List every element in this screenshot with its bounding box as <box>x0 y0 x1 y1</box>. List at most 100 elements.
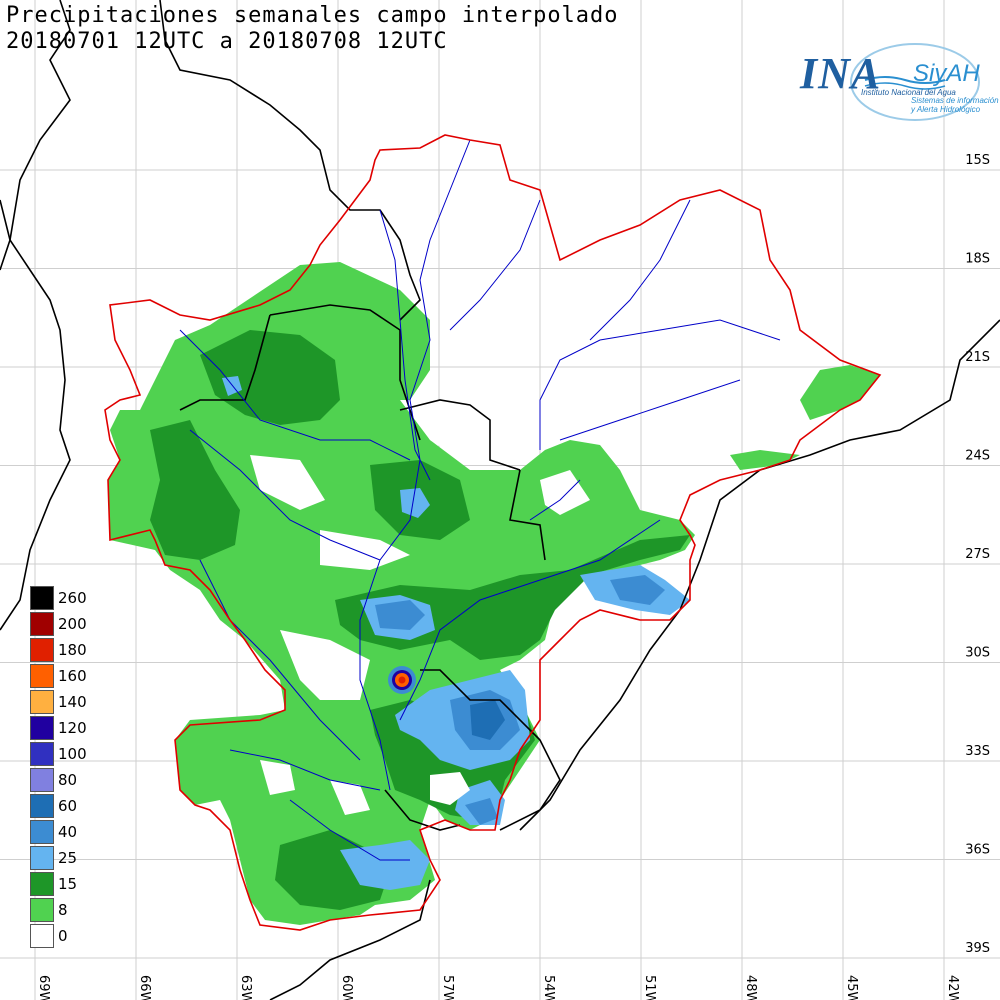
legend-swatch <box>30 872 54 896</box>
legend-swatch <box>30 690 54 714</box>
river-bermejo <box>189 429 381 561</box>
dry-area-6 <box>330 780 370 815</box>
border-line-7 <box>0 199 11 271</box>
rain-area-40mm-3 <box>375 600 425 630</box>
river-iguazu <box>529 479 581 521</box>
rain-area-25mm-5 <box>400 488 430 518</box>
legend-item: 160 <box>30 664 100 690</box>
legend-swatch <box>30 742 54 766</box>
river-north-2 <box>449 199 541 331</box>
legend-label: 80 <box>58 771 78 789</box>
dry-area-2 <box>320 530 410 570</box>
logo-tagline-2: y Alerta Hidrológico <box>911 105 981 114</box>
latitude-label: 33S <box>965 744 990 759</box>
legend-swatch <box>30 924 54 948</box>
legend-label: 180 <box>58 641 87 659</box>
legend-item: 200 <box>30 612 100 638</box>
map-period: 20180701 12UTC a 20180708 12UTC <box>6 29 448 54</box>
border-line-2 <box>269 304 421 441</box>
longitude-label: 60W <box>339 975 354 1000</box>
rain-area-40mm-2 <box>610 575 665 605</box>
longitude-label: 51W <box>642 975 657 1000</box>
legend-item: 140 <box>30 690 100 716</box>
logo-tagline-1: Sistemas de información <box>911 96 999 105</box>
legend-label: 0 <box>58 927 68 945</box>
river-paranaiba <box>589 199 691 341</box>
legend-label: 15 <box>58 875 78 893</box>
legend-label: 200 <box>58 615 87 633</box>
rain-area-60mm <box>470 700 505 740</box>
legend-label: 140 <box>58 693 87 711</box>
legend-label: 8 <box>58 901 68 919</box>
legend-item: 25 <box>30 846 100 872</box>
rain-hotspot-core <box>398 676 406 684</box>
rio-de-la-plata <box>384 789 461 831</box>
legend-swatch <box>30 612 54 636</box>
river-salado <box>199 559 361 761</box>
dry-area-1 <box>250 455 325 510</box>
rivers <box>179 139 781 861</box>
dry-area-7 <box>260 760 295 795</box>
latitude-label: 36S <box>965 843 990 858</box>
legend-swatch <box>30 664 54 688</box>
river-parana <box>359 279 431 791</box>
legend-item: 180 <box>30 638 100 664</box>
river-pilcomayo <box>179 329 411 461</box>
border-line-6 <box>509 469 546 561</box>
latitude-label: 30S <box>965 646 990 661</box>
latitude-label: 15S <box>965 153 990 168</box>
ina-siyah-logo: INA SiyAH Instituto Nacional del Agua Si… <box>795 30 999 130</box>
legend-item: 15 <box>30 872 100 898</box>
south-coast <box>269 879 431 1000</box>
longitude-labels: 69W 66W 63W 60W 57W 54W 51W 48W 45W 42W <box>36 975 960 1000</box>
border-line-3 <box>179 314 271 411</box>
border-line-5 <box>420 669 561 831</box>
river-tiete <box>559 379 741 441</box>
la-plata-basin-outline <box>104 134 882 931</box>
longitude-label: 54W <box>541 975 556 1000</box>
legend-item: 120 <box>30 716 100 742</box>
logo-tagline: Sistemas de información y Alerta Hidroló… <box>911 96 999 114</box>
legend-label: 100 <box>58 745 87 763</box>
legend-item: 8 <box>30 898 100 924</box>
legend-item: 260 <box>30 586 100 612</box>
precipitation-field <box>108 262 880 925</box>
latitude-label: 21S <box>965 350 990 365</box>
border-line-1 <box>159 0 421 321</box>
longitude-label: 69W <box>36 975 51 1000</box>
legend-swatch <box>30 846 54 870</box>
river-south-2 <box>229 749 381 791</box>
rain-area-15mm-north <box>200 330 340 425</box>
legend-label: 40 <box>58 823 78 841</box>
longitude-label: 45W <box>844 975 859 1000</box>
legend-swatch <box>30 716 54 740</box>
rain-area-15mm-west <box>150 420 240 560</box>
legend-label: 160 <box>58 667 87 685</box>
logo-siyah-text: SiyAH <box>913 60 980 87</box>
latitude-label: 24S <box>965 449 990 464</box>
longitude-label: 42W <box>945 975 960 1000</box>
latitude-label: 27S <box>965 547 990 562</box>
legend-swatch <box>30 768 54 792</box>
rain-area-25mm-4 <box>340 840 430 890</box>
legend-label: 120 <box>58 719 87 737</box>
legend-item: 0 <box>30 924 100 950</box>
legend-label: 260 <box>58 589 87 607</box>
legend-label: 60 <box>58 797 78 815</box>
dry-area-4 <box>280 630 370 700</box>
river-north-1 <box>419 139 471 281</box>
latitude-label: 39S <box>965 941 990 956</box>
river-paraguay <box>379 209 431 481</box>
legend-swatch <box>30 638 54 662</box>
legend-item: 80 <box>30 768 100 794</box>
legend-item: 60 <box>30 794 100 820</box>
legend-swatch <box>30 586 54 610</box>
legend-swatch <box>30 820 54 844</box>
logo-subtitle: Instituto Nacional del Agua <box>861 88 956 97</box>
dry-area-8 <box>430 772 470 805</box>
latitude-labels: 15S 18S 21S 24S 27S 30S 33S 36S 39S <box>965 153 990 956</box>
legend-item: 100 <box>30 742 100 768</box>
atlantic-coast <box>519 319 1000 831</box>
